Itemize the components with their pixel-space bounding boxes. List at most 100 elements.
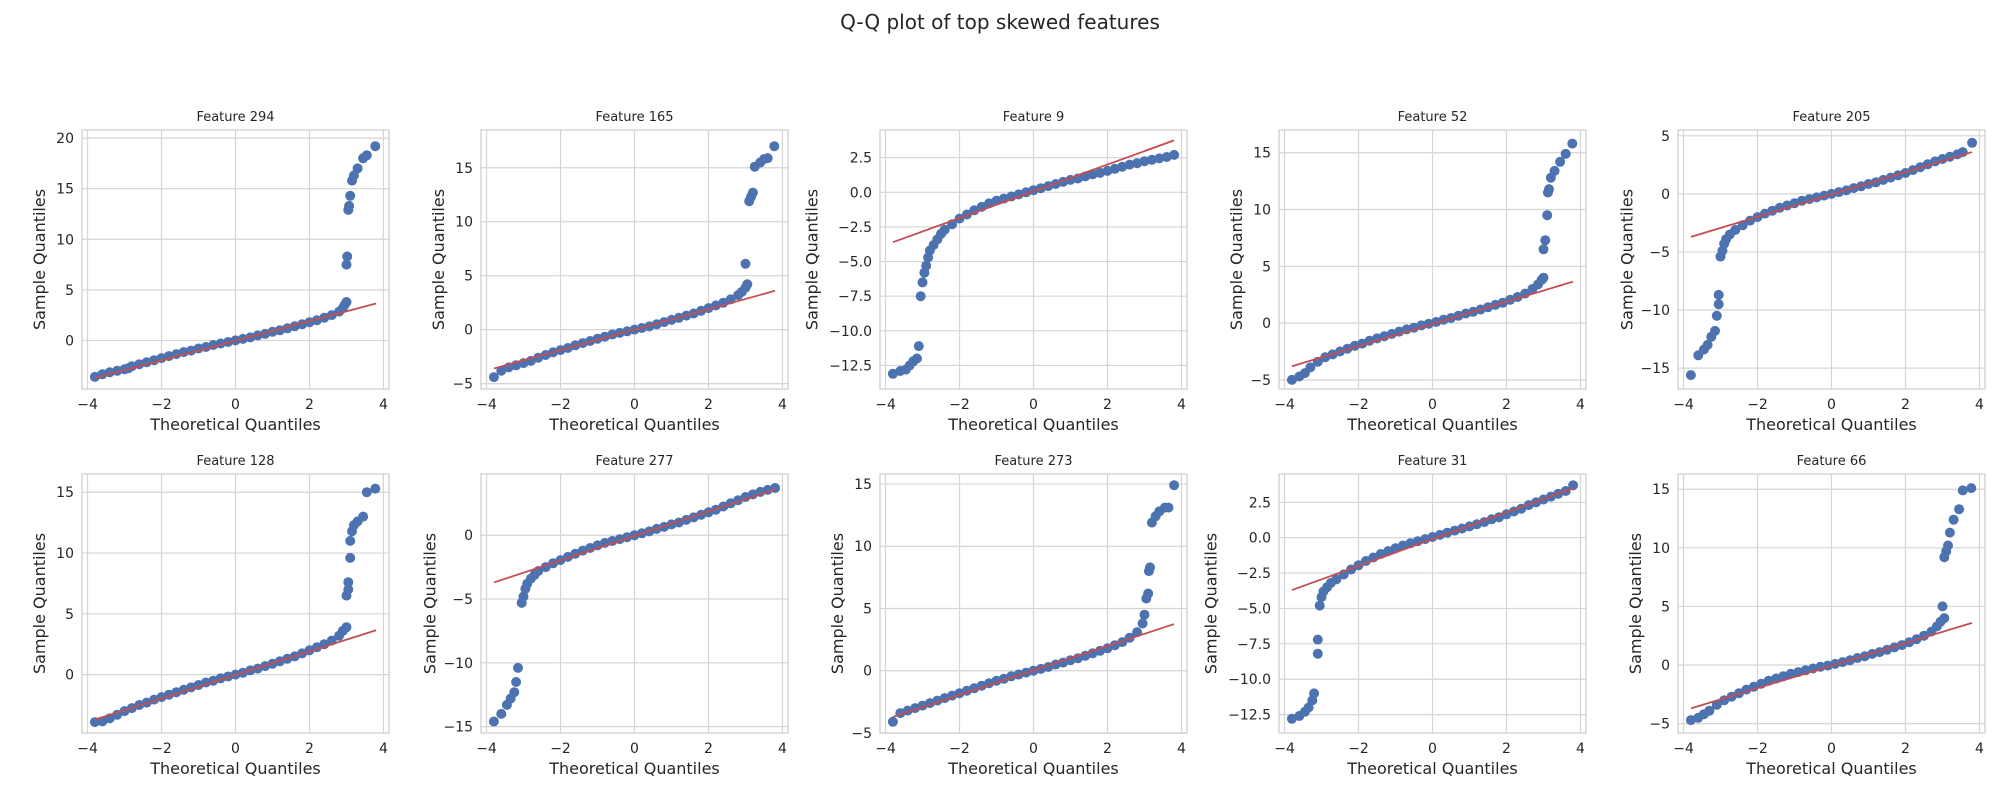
plot-frame (1278, 473, 1587, 734)
y-tick-label: 15 (455, 161, 473, 177)
y-axis-label: Sample Quantiles (1227, 189, 1246, 330)
x-axis-label: Theoretical Quantiles (548, 415, 720, 434)
data-point (1154, 153, 1165, 164)
subplot-title: Feature 294 (196, 110, 274, 125)
subplot-8: −4 −2 0 2 4 −5 0 5 10 15 Feature 273 Theoretical Qu… (828, 454, 1188, 778)
data-point (1314, 600, 1325, 611)
y-axis-label: Sample Quantiles (803, 189, 822, 330)
plot-frame (1677, 129, 1986, 390)
y-tick-label: −10.0 (1228, 672, 1271, 688)
y-tick-label: 5 (464, 269, 473, 285)
data-point (1146, 154, 1157, 165)
data-point (1939, 613, 1950, 624)
data-point (1685, 370, 1696, 381)
data-point (1966, 483, 1977, 494)
y-tick-label: 10 (56, 546, 74, 562)
data-point (1555, 156, 1566, 167)
data-point (518, 591, 529, 602)
data-point (912, 353, 922, 364)
y-tick-label: 5 (65, 283, 74, 299)
x-tick-label: 2 (1103, 741, 1112, 757)
x-tick-label: 4 (379, 397, 388, 413)
data-point (509, 687, 520, 698)
y-tick-label: −10 (443, 656, 473, 672)
data-point (769, 141, 780, 152)
x-axis-label: Theoretical Quantiles (1346, 759, 1518, 778)
subplot-title: Feature 165 (595, 110, 673, 125)
x-tick-label: 4 (1975, 397, 1984, 413)
data-point (1948, 514, 1959, 525)
y-axis-label: Sample Quantiles (429, 189, 448, 330)
x-tick-label: 0 (231, 741, 240, 757)
x-tick-label: 4 (1576, 741, 1585, 757)
reference-line (493, 289, 776, 370)
x-tick-label: 2 (1901, 741, 1910, 757)
plot-frame (480, 129, 789, 390)
data-point (352, 163, 363, 174)
y-tick-label: 10 (1253, 203, 1271, 219)
x-tick-label: 2 (1901, 397, 1910, 413)
data-point (488, 716, 499, 727)
x-tick-label: −4 (875, 741, 896, 757)
y-axis-label: Sample Quantiles (1626, 533, 1645, 674)
y-tick-label: 10 (854, 539, 872, 555)
y-tick-label: −15 (443, 720, 473, 736)
data-point (939, 224, 950, 235)
subplot-title: Feature 31 (1398, 454, 1468, 469)
data-point (747, 187, 758, 198)
y-tick-label: 5 (65, 607, 74, 623)
y-tick-label: 2.5 (1249, 495, 1271, 511)
subplot-5: −4 −2 0 2 4 −15 −10 −5 0 5 Feature 205 Theoretical … (1618, 110, 1986, 434)
subplot-9: −4 −2 0 2 4 −12.5 −10.0 −7.5 −5.0 −2.5 0.0 2.5 Featu… (1202, 454, 1587, 778)
subplot-title: Feature 277 (595, 454, 673, 469)
y-axis-label: Sample Quantiles (1618, 189, 1637, 330)
data-point (1710, 325, 1720, 336)
data-point (770, 483, 781, 493)
y-axis-label: Sample Quantiles (421, 533, 440, 674)
y-tick-label: 5 (1262, 259, 1271, 275)
subplot-title: Feature 52 (1398, 110, 1468, 125)
subplot-10: −4 −2 0 2 4 −5 0 5 10 15 Feature 66 Theoretical Qua… (1626, 454, 1986, 778)
plot-frame (1278, 129, 1587, 390)
y-axis-label: Sample Quantiles (828, 533, 847, 674)
y-tick-label: −5.0 (1237, 601, 1271, 617)
x-axis-label: Theoretical Quantiles (947, 759, 1119, 778)
data-point (1169, 149, 1180, 160)
data-point (917, 277, 928, 288)
data-point (1145, 562, 1155, 573)
data-point (1139, 609, 1150, 620)
data-point (1549, 165, 1560, 176)
x-tick-label: 0 (231, 397, 240, 413)
y-tick-label: 15 (56, 182, 74, 198)
data-point (341, 622, 352, 633)
data-point (1567, 138, 1578, 149)
x-tick-label: −4 (77, 741, 98, 757)
y-tick-label: 2.5 (850, 151, 872, 167)
y-tick-label: −2.5 (838, 220, 872, 236)
x-tick-label: −4 (1274, 741, 1295, 757)
data-point (1540, 235, 1551, 246)
data-point (1713, 289, 1724, 300)
plot-frame (1677, 473, 1986, 734)
y-tick-label: −5 (452, 377, 473, 393)
data-point (1954, 504, 1965, 515)
y-tick-label: 5 (863, 601, 872, 617)
data-point (1312, 648, 1323, 659)
data-point (1542, 210, 1553, 221)
y-tick-label: 15 (854, 477, 872, 493)
data-point (1702, 339, 1713, 350)
data-point (344, 200, 355, 211)
data-point (1568, 480, 1579, 491)
x-tick-label: 2 (305, 397, 314, 413)
subplot-7: −4 −2 0 2 4 −15 −10 −5 0 Feature 277 Theoretical Q… (421, 454, 789, 778)
x-tick-label: 0 (1428, 397, 1437, 413)
y-tick-label: −15 (1640, 361, 1670, 377)
y-tick-label: −10.0 (829, 324, 872, 340)
data-point (1309, 688, 1320, 699)
subplot-title: Feature 66 (1797, 454, 1867, 469)
y-tick-label: −2.5 (1237, 566, 1271, 582)
data-point (1139, 156, 1150, 167)
x-tick-label: 2 (704, 397, 713, 413)
data-point (1730, 224, 1741, 235)
